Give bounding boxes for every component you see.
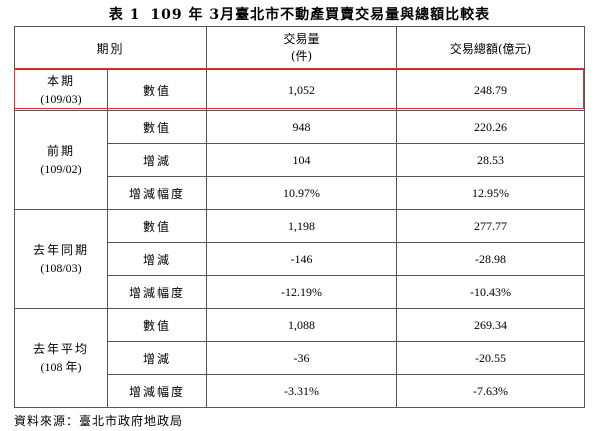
metric-label: 增減 <box>106 341 208 375</box>
metric-label: 數值 <box>106 308 208 342</box>
header-count-unit: (件) <box>290 49 313 63</box>
metric-label: 增減幅度 <box>106 176 208 210</box>
table-title-text: 109 年 3月臺北市不動產買賣交易量與總額比較表 <box>150 7 491 23</box>
table-row: 去年同期 (108/03) 數值 1,198 277.77 <box>14 209 586 309</box>
count-value: -146 <box>206 242 398 276</box>
header-count: 交易量 (件) <box>206 26 398 70</box>
count-value: 10.97% <box>206 176 398 210</box>
header-row: 期別 交易量 (件) 交易總額(億元) <box>13 26 586 70</box>
count-value: 104 <box>206 143 398 177</box>
count-value: -12.19% <box>206 275 398 309</box>
header-period: 期別 <box>13 26 208 70</box>
amount-value: -28.98 <box>396 242 586 276</box>
amount-value: 28.53 <box>396 143 586 177</box>
period-code: (109/02) <box>40 162 82 176</box>
period-cell: 本期 (109/03) <box>14 69 108 111</box>
period-cell: 去年平均 (108 年) <box>14 308 108 408</box>
metric-label: 數值 <box>106 69 208 111</box>
count-value: 948 <box>206 110 398 144</box>
count-value: 1,198 <box>206 209 398 243</box>
amount-value: -10.43% <box>396 275 586 309</box>
amount-value: 12.95% <box>396 176 586 210</box>
metric-label: 數值 <box>106 209 208 243</box>
amount-value: -7.63% <box>396 374 586 408</box>
table-row: 增減幅度 -12.19% -10.43% <box>15 275 586 309</box>
table-row: 增減 104 28.53 <box>15 143 586 177</box>
source-note: 資料來源：臺北市政府地政局 <box>14 414 184 428</box>
table-title: 表 1 109 年 3月臺北市不動產買賣交易量與總額比較表 <box>0 4 599 24</box>
metric-label: 增減幅度 <box>106 275 208 309</box>
header-amount: 交易總額(億元) <box>396 26 586 70</box>
comparison-table: 期別 交易量 (件) 交易總額(億元) 本期 (109/03) 數值 1,052… <box>13 26 586 408</box>
amount-value: 269.34 <box>396 308 586 342</box>
count-value: -36 <box>206 341 398 375</box>
period-code: (108/03) <box>40 261 82 275</box>
period-name: 前期 <box>46 144 75 158</box>
period-name: 本期 <box>46 74 75 88</box>
table-row: 去年平均 (108 年) 數值 1,088 269.34 <box>14 308 586 408</box>
table-number: 表 1 <box>108 7 141 23</box>
count-value: -3.31% <box>206 374 398 408</box>
table-row: 前期 (109/02) 數值 948 220.26 <box>14 110 586 210</box>
period-name: 去年平均 <box>32 342 89 356</box>
period-cell: 去年同期 (108/03) <box>14 209 108 309</box>
period-code: (109/03) <box>40 92 82 106</box>
count-value: 1,088 <box>206 308 398 342</box>
table-row: 增減 -36 -20.55 <box>15 341 586 375</box>
count-value: 1,052 <box>206 69 398 111</box>
period-code: (108 年) <box>40 360 82 374</box>
metric-label: 數值 <box>106 110 208 144</box>
amount-value: -20.55 <box>396 341 586 375</box>
table-row: 本期 (109/03) 數值 1,052 248.79 <box>14 69 586 111</box>
table-row: 增減幅度 10.97% 12.95% <box>15 176 586 210</box>
metric-label: 增減幅度 <box>106 374 208 408</box>
amount-value: 248.79 <box>396 69 586 111</box>
header-count-label: 交易量 <box>283 32 320 46</box>
metric-label: 增減 <box>106 242 208 276</box>
period-name: 去年同期 <box>32 243 89 257</box>
amount-value: 220.26 <box>396 110 586 144</box>
table-row: 增減幅度 -3.31% -7.63% <box>15 374 586 408</box>
table-row: 增減 -146 -28.98 <box>15 242 586 276</box>
period-cell: 前期 (109/02) <box>14 110 108 210</box>
metric-label: 增減 <box>106 143 208 177</box>
amount-value: 277.77 <box>396 209 586 243</box>
